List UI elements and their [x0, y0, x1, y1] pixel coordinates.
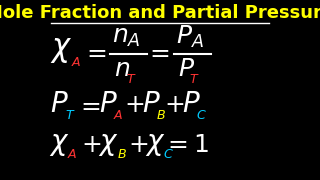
Text: $+$: $+$ — [164, 93, 184, 117]
Text: $P$: $P$ — [178, 57, 195, 81]
Text: $n_{A}$: $n_{A}$ — [112, 25, 140, 49]
Text: $\chi$: $\chi$ — [98, 130, 119, 158]
Text: $\chi$: $\chi$ — [145, 130, 166, 158]
Text: $_{B}$: $_{B}$ — [117, 143, 127, 161]
Text: $+$: $+$ — [128, 133, 148, 157]
Text: $=$: $=$ — [82, 40, 107, 64]
Text: Mole Fraction and Partial Pressure: Mole Fraction and Partial Pressure — [0, 4, 320, 22]
Text: $\chi$: $\chi$ — [50, 36, 73, 65]
Text: $= 1$: $= 1$ — [163, 133, 209, 157]
Text: $\chi$: $\chi$ — [49, 130, 69, 158]
Text: $P$: $P$ — [50, 90, 69, 118]
Text: $_{T}$: $_{T}$ — [65, 103, 76, 122]
Text: $+$: $+$ — [124, 93, 144, 117]
Text: $_{B}$: $_{B}$ — [156, 103, 166, 122]
Text: $n$: $n$ — [114, 57, 130, 81]
Text: $_{C}$: $_{C}$ — [196, 103, 207, 122]
Text: $_{C}$: $_{C}$ — [163, 143, 174, 161]
Text: $_{A}$: $_{A}$ — [67, 143, 78, 161]
Text: $+$: $+$ — [81, 133, 101, 157]
Text: $=$: $=$ — [76, 93, 101, 117]
Text: $_{T}$: $_{T}$ — [126, 68, 137, 86]
Text: $=$: $=$ — [145, 40, 170, 64]
Text: $_{A}$: $_{A}$ — [70, 51, 81, 69]
Text: $P_{A}$: $P_{A}$ — [176, 24, 204, 50]
Text: $P$: $P$ — [142, 90, 161, 118]
Text: $P$: $P$ — [99, 90, 118, 118]
Text: $_{A}$: $_{A}$ — [113, 103, 124, 122]
Text: $_{T}$: $_{T}$ — [188, 68, 199, 86]
Text: $P$: $P$ — [182, 90, 201, 118]
